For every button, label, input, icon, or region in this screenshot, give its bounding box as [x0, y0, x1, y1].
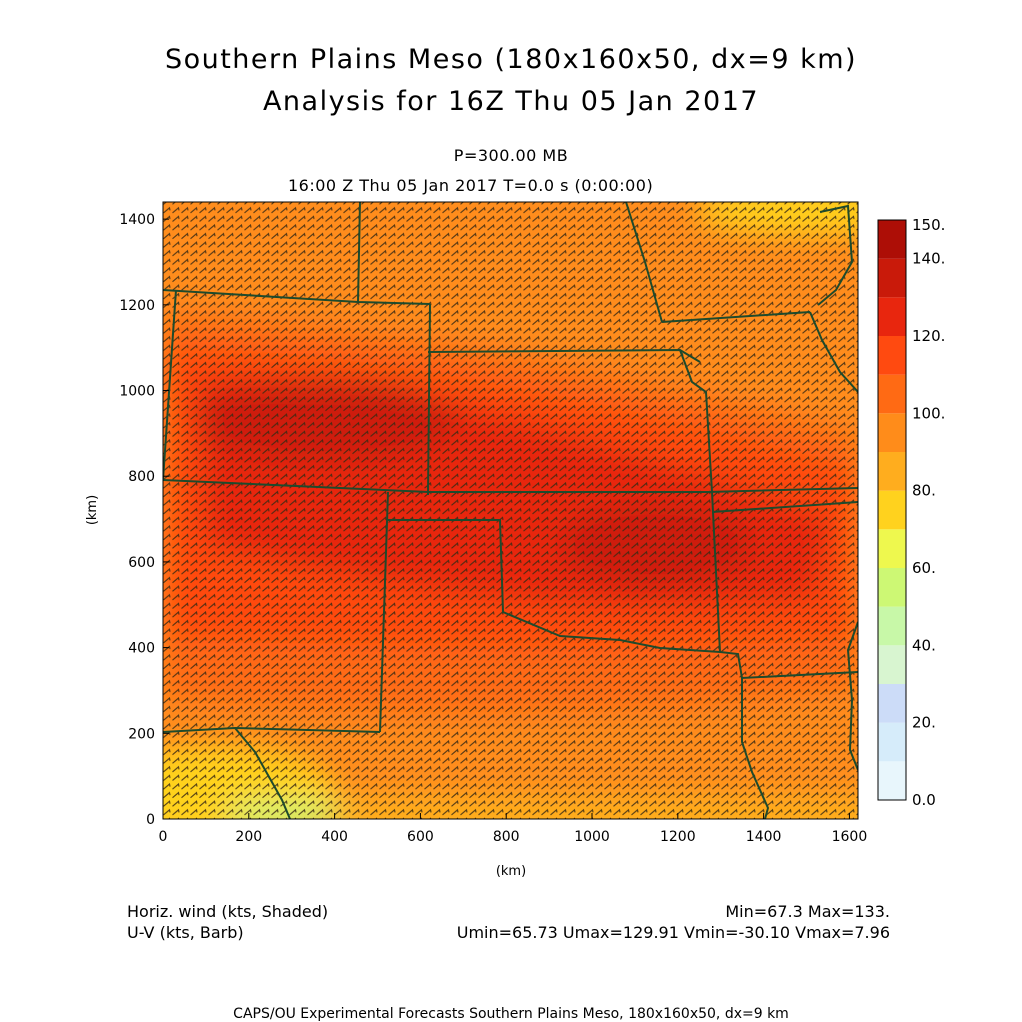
- credit-line: CAPS/OU Experimental Forecasts Southern …: [233, 1006, 789, 1022]
- valid-time-label: 16:00 Z Thu 05 Jan 2017 T=0.0 s (0:00:00…: [288, 176, 654, 195]
- colorbar-label: 0.0: [912, 791, 936, 809]
- colorbar-label: 20.: [912, 714, 936, 732]
- uv-stats: Umin=65.73 Umax=129.91 Vmin=-30.10 Vmax=…: [456, 923, 890, 942]
- barb-field-description: U-V (kts, Barb): [127, 923, 244, 942]
- min-max-stats: Min=67.3 Max=133.: [725, 902, 890, 921]
- colorbar-swatch: [878, 452, 906, 491]
- y-tick-label: 1200: [119, 298, 155, 314]
- colorbar-swatch: [878, 722, 906, 762]
- chart-title: Southern Plains Meso (180x160x50, dx=9 k…: [164, 44, 858, 75]
- colorbar-label: 40.: [912, 636, 936, 654]
- colorbar: 0.0 20. 40. 60. 80. 100. 120. 140. 150.: [877, 216, 945, 809]
- plot-frame: [162, 201, 859, 820]
- x-axis: 0 200 400 600 800 1000 1200 1400 1600: [159, 813, 868, 845]
- x-tick-label: 800: [493, 829, 520, 845]
- y-axis: 0 200 400 600 800 1000 1200 1400: [119, 212, 169, 828]
- colorbar-label: 120.: [912, 327, 945, 345]
- y-tick-label: 600: [128, 555, 155, 571]
- x-tick-label: 600: [407, 829, 434, 845]
- y-tick-label: 400: [128, 641, 155, 657]
- colorbar-swatch: [878, 297, 906, 336]
- x-tick-label: 1600: [832, 829, 868, 845]
- colorbar-label: 100.: [912, 404, 945, 422]
- state-borders: [163, 202, 858, 819]
- chart-subtitle: Analysis for 16Z Thu 05 Jan 2017: [262, 86, 760, 117]
- colorbar-swatch: [878, 529, 906, 568]
- y-tick-label: 800: [128, 469, 155, 485]
- colorbar-swatch: [878, 413, 906, 452]
- colorbar-swatch: [878, 220, 906, 259]
- y-tick-label: 1400: [119, 212, 155, 228]
- wind-barbs-layer: [163, 202, 858, 819]
- x-tick-label: 200: [235, 829, 262, 845]
- x-tick-label: 1400: [746, 829, 782, 845]
- x-tick-label: 1200: [660, 829, 696, 845]
- pressure-level-label: P=300.00 MB: [453, 146, 569, 165]
- colorbar-label: 140.: [912, 250, 945, 268]
- y-tick-label: 200: [128, 726, 155, 742]
- x-tick-label: 400: [321, 829, 348, 845]
- colorbar-swatch: [878, 606, 906, 646]
- colorbar-swatch: [878, 258, 906, 298]
- colorbar-swatch: [878, 645, 906, 684]
- colorbar-swatch: [878, 374, 906, 414]
- colorbar-label: 80.: [912, 482, 936, 500]
- colorbar-swatch: [878, 761, 906, 800]
- x-tick-label: 0: [159, 829, 168, 845]
- colorbar-swatch: [878, 568, 906, 607]
- y-tick-label: 1000: [119, 384, 155, 400]
- y-tick-label: 0: [146, 812, 155, 828]
- colorbar-swatch: [878, 336, 906, 375]
- shaded-field-description: Horiz. wind (kts, Shaded): [127, 902, 329, 921]
- colorbar-swatch: [878, 684, 906, 723]
- colorbar-label: 150.: [912, 216, 945, 234]
- x-tick-label: 1000: [574, 829, 610, 845]
- colorbar-label: 60.: [912, 559, 936, 577]
- colorbar-swatch: [878, 490, 906, 530]
- y-axis-label: (km): [85, 495, 100, 525]
- x-axis-label: (km): [496, 864, 526, 879]
